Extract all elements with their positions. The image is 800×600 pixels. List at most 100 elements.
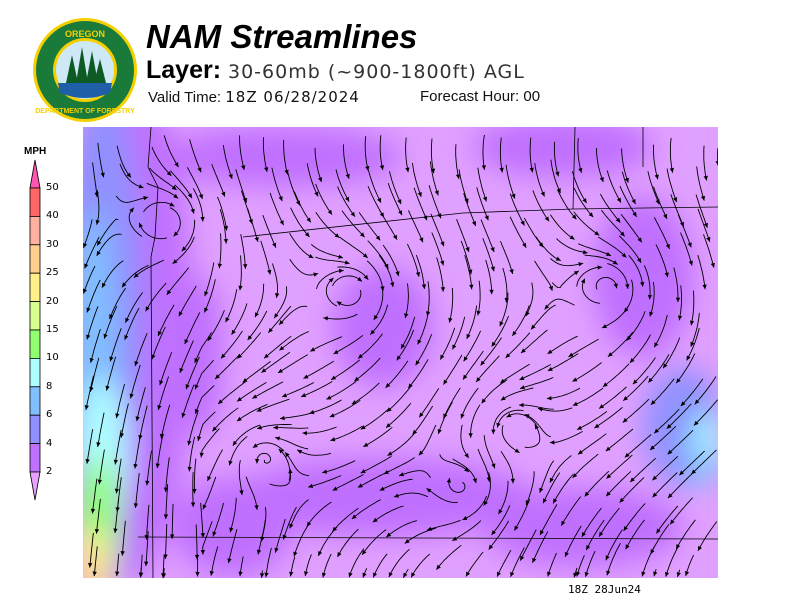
streamline bbox=[171, 503, 174, 539]
streamline bbox=[622, 398, 650, 423]
streamline bbox=[482, 134, 485, 170]
streamline bbox=[373, 286, 384, 321]
streamline-arrowhead bbox=[256, 407, 262, 412]
streamline bbox=[332, 507, 359, 532]
streamline bbox=[463, 192, 477, 227]
streamline-arrowhead bbox=[680, 401, 686, 407]
streamline bbox=[539, 504, 558, 536]
streamline bbox=[194, 385, 215, 415]
streamline bbox=[172, 236, 195, 265]
streamline bbox=[143, 201, 175, 213]
streamline bbox=[606, 170, 622, 203]
streamline bbox=[491, 315, 509, 347]
streamline bbox=[274, 518, 286, 553]
streamline bbox=[257, 423, 292, 430]
streamline-arrowhead bbox=[521, 348, 526, 354]
streamline bbox=[436, 257, 444, 292]
streamline-arrowhead bbox=[631, 199, 636, 205]
streamline-arrowhead bbox=[187, 466, 192, 472]
streamline bbox=[134, 333, 148, 367]
streamline-arrowhead bbox=[601, 324, 607, 329]
streamline bbox=[439, 454, 470, 473]
streamline-arrowhead bbox=[663, 363, 668, 369]
streamline-arrowhead bbox=[584, 491, 590, 497]
streamline bbox=[625, 519, 645, 550]
streamline-arrowhead bbox=[187, 440, 192, 446]
streamline-arrowhead bbox=[629, 358, 635, 363]
streamline bbox=[477, 167, 487, 202]
streamline-arrowhead bbox=[464, 453, 469, 459]
streamline bbox=[330, 359, 361, 381]
streamline-arrowhead bbox=[669, 167, 674, 173]
streamline bbox=[485, 259, 493, 295]
streamline-arrowhead bbox=[484, 215, 489, 221]
streamline bbox=[443, 354, 463, 385]
streamline-arrowhead bbox=[434, 190, 439, 196]
streamline-arrowhead bbox=[337, 552, 342, 558]
streamline bbox=[537, 407, 573, 412]
streamline-map bbox=[83, 127, 718, 578]
streamline bbox=[530, 304, 556, 330]
streamline bbox=[351, 382, 380, 405]
streamline bbox=[550, 214, 575, 240]
streamline bbox=[606, 454, 633, 480]
streamline bbox=[197, 411, 216, 442]
streamline bbox=[202, 476, 217, 510]
streamline bbox=[697, 254, 706, 290]
streamline bbox=[656, 505, 679, 534]
legend-arrow-bottom bbox=[29, 471, 41, 501]
streamline-arrowhead bbox=[172, 259, 178, 264]
streamline-arrowhead bbox=[280, 415, 285, 421]
streamline bbox=[498, 480, 509, 515]
streamline bbox=[595, 276, 618, 290]
streamline-arrowhead bbox=[190, 502, 196, 508]
streamline bbox=[343, 144, 350, 179]
streamline bbox=[506, 413, 537, 426]
streamline bbox=[145, 531, 149, 567]
streamline-arrowhead bbox=[138, 572, 144, 578]
streamline-arrowhead bbox=[274, 313, 279, 319]
streamline bbox=[256, 452, 271, 464]
legend-tick-label: 6 bbox=[46, 409, 53, 421]
streamline bbox=[229, 497, 237, 533]
streamline bbox=[426, 519, 461, 531]
streamline-arrowhead bbox=[616, 197, 621, 203]
streamline bbox=[488, 520, 510, 550]
streamline bbox=[431, 232, 444, 266]
map-timestamp: 18Z 28Jun24 bbox=[568, 583, 641, 596]
streamline-arrowhead bbox=[327, 209, 333, 215]
streamline-arrowhead bbox=[418, 450, 424, 456]
streamline-arrowhead bbox=[419, 237, 424, 243]
streamline-arrowhead bbox=[185, 384, 190, 390]
streamline-arrowhead bbox=[482, 196, 488, 202]
streamline-arrowhead bbox=[220, 353, 226, 359]
streamline-arrowhead bbox=[547, 571, 552, 577]
streamline-arrowhead bbox=[308, 483, 314, 488]
streamline bbox=[458, 169, 469, 204]
streamline-arrowhead bbox=[547, 349, 553, 354]
streamline bbox=[396, 329, 415, 361]
streamline-arrowhead bbox=[228, 460, 233, 466]
streamline-arrowhead bbox=[120, 551, 125, 556]
streamline bbox=[619, 477, 645, 504]
streamline-arrowhead bbox=[171, 185, 177, 190]
streamline-arrowhead bbox=[465, 247, 470, 252]
streamline-arrowhead bbox=[594, 230, 600, 236]
streamline-arrowhead bbox=[155, 463, 160, 469]
streamline bbox=[130, 364, 141, 399]
streamline-arrowhead bbox=[623, 525, 628, 531]
streamline bbox=[551, 270, 580, 289]
streamline bbox=[693, 399, 718, 426]
streamline-arrowhead bbox=[481, 398, 487, 404]
streamline-arrowhead bbox=[97, 479, 102, 485]
streamline-arrowhead bbox=[170, 534, 175, 539]
streamline-arrowhead bbox=[247, 335, 253, 341]
streamline-arrowhead bbox=[254, 458, 260, 464]
streamline-arrowhead bbox=[572, 377, 578, 382]
streamline bbox=[383, 457, 415, 475]
streamline bbox=[666, 168, 678, 203]
streamline bbox=[109, 287, 126, 320]
streamline bbox=[525, 471, 535, 506]
streamline bbox=[577, 138, 582, 173]
legend-band bbox=[29, 357, 41, 388]
